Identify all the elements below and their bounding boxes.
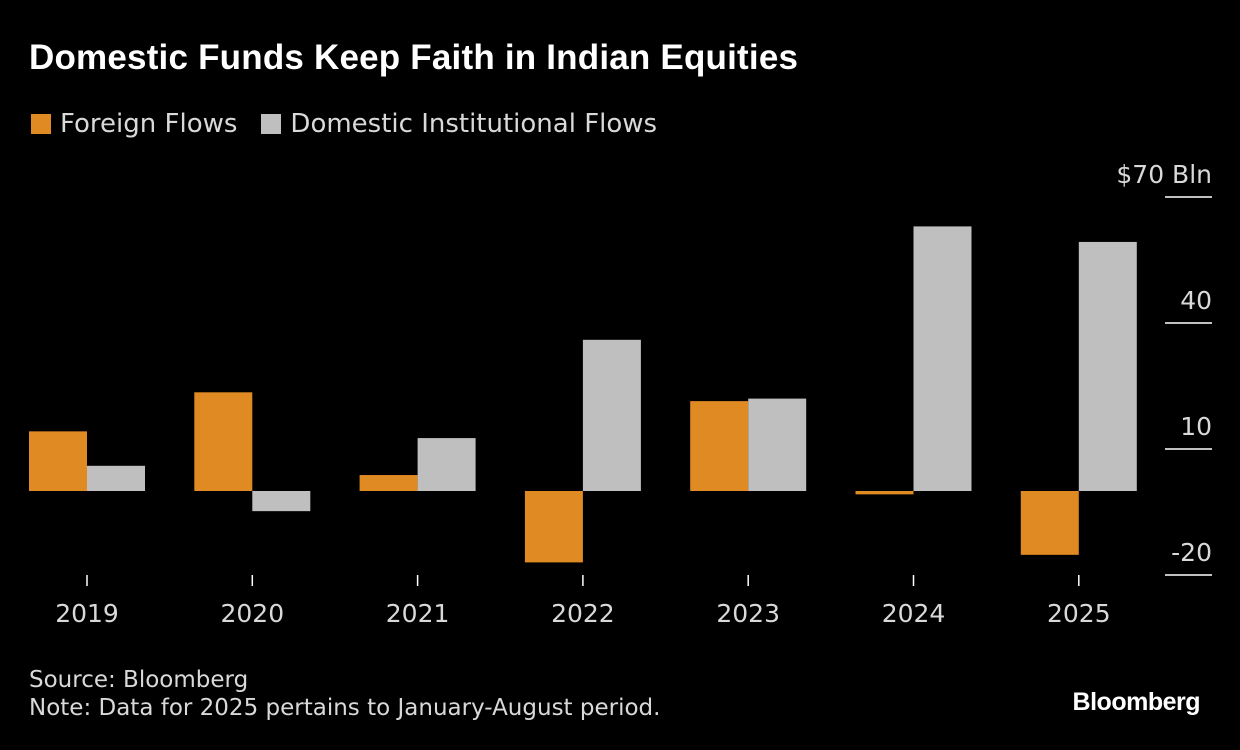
chart-title: Domestic Funds Keep Faith in Indian Equi… [29, 38, 799, 77]
bar-foreign-2019 [29, 431, 87, 491]
y-tick-label-70: $70 Bln [1116, 160, 1212, 189]
bar-foreign-2025 [1020, 491, 1079, 555]
bar-foreign-2020 [194, 392, 253, 491]
legend-swatch-foreign [31, 114, 51, 134]
bar-domestic-2019 [87, 465, 145, 491]
legend-label-foreign: Foreign Flows [60, 109, 238, 139]
bar-domestic-2022 [582, 339, 641, 491]
note-text: Note: Data for 2025 pertains to January-… [29, 695, 661, 721]
legend-item-foreign: Foreign Flows [31, 109, 237, 139]
bar-domestic-2020 [252, 491, 311, 512]
bar-domestic-2024 [913, 226, 972, 491]
footer: Source: Bloomberg Note: Data for 2025 pe… [29, 666, 660, 722]
bar-domestic-2023 [748, 398, 807, 491]
x-tick-label-2021: 2021 [386, 599, 450, 628]
x-tick-label-2022: 2022 [551, 599, 615, 628]
legend: Foreign Flows Domestic Institutional Flo… [31, 106, 681, 142]
bar-domestic-2025 [1078, 241, 1137, 491]
legend-item-domestic: Domestic Institutional Flows [261, 109, 657, 139]
x-tick-label-2020: 2020 [220, 599, 284, 628]
bar-domestic-2021 [417, 438, 476, 491]
bar-foreign-2023 [690, 401, 749, 491]
legend-swatch-domestic [261, 114, 282, 134]
x-tick-label-2024: 2024 [882, 599, 946, 628]
legend-label-domestic: Domestic Institutional Flows [290, 109, 658, 139]
y-tick-label-10: 10 [1180, 412, 1212, 441]
bar-foreign-2022 [524, 491, 583, 563]
y-tick-label--20: -20 [1171, 538, 1212, 567]
x-tick-label-2025: 2025 [1047, 599, 1111, 628]
bar-foreign-2024 [855, 491, 914, 495]
x-tick-label-2023: 2023 [716, 599, 780, 628]
source-text: Source: Bloomberg [29, 667, 249, 693]
bar-foreign-2021 [359, 475, 418, 491]
y-tick-label-40: 40 [1180, 286, 1212, 315]
x-tick-label-2019: 2019 [55, 599, 119, 628]
bloomberg-logo: Bloomberg [1072, 688, 1201, 716]
